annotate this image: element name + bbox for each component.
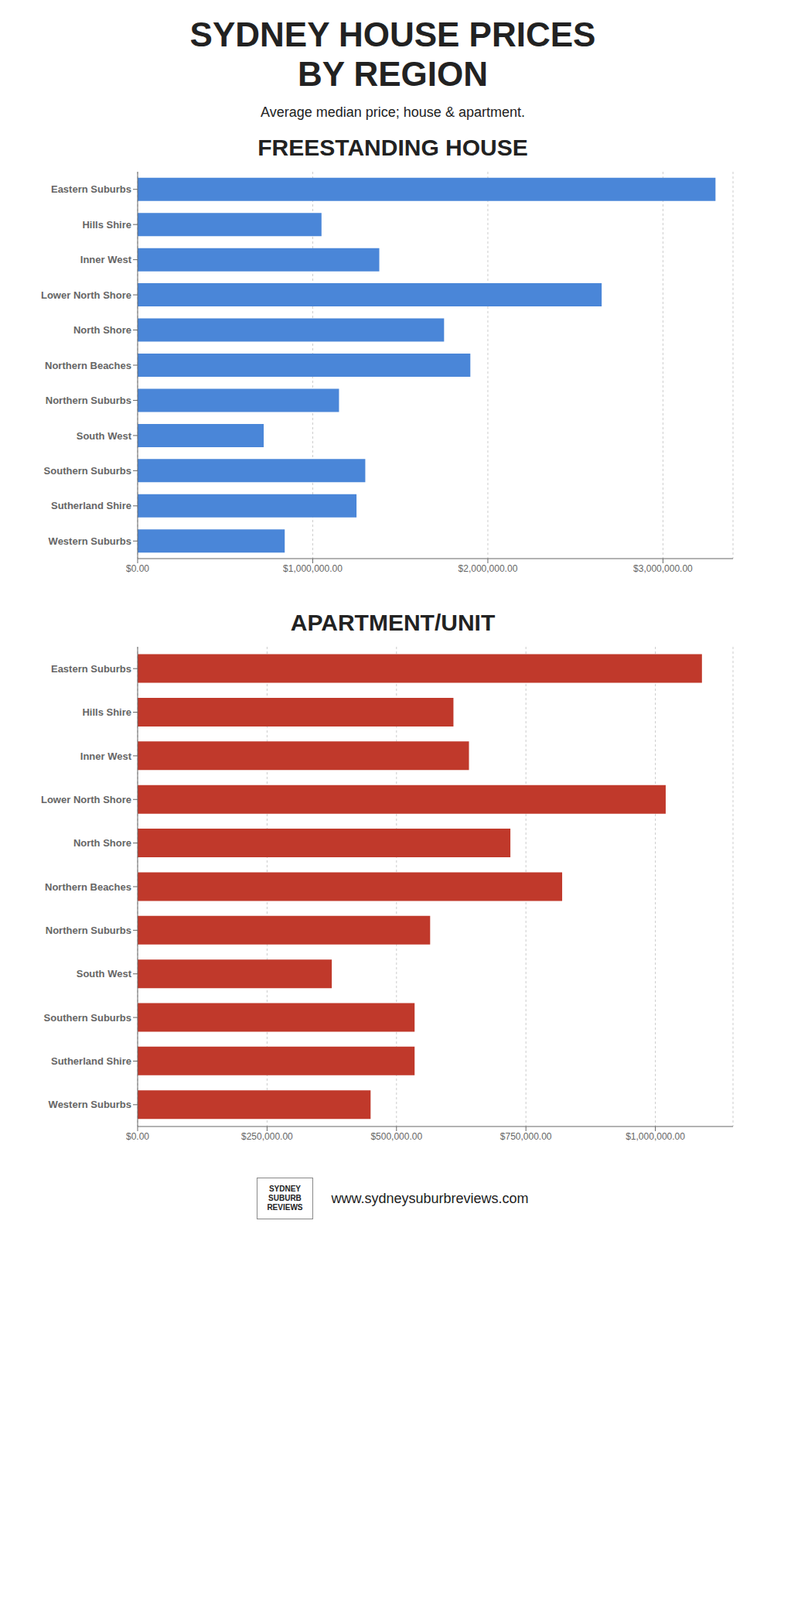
svg-text:Sutherland Shire: Sutherland Shire [51,500,132,512]
svg-text:Northern Suburbs: Northern Suburbs [45,394,132,406]
html-text:Average median price; house &: Average median price; house & apartment. [260,104,525,121]
svg-text:Northern Beaches: Northern Beaches [44,880,132,893]
svg-text:$250,000.00: $250,000.00 [241,1130,294,1142]
html-text:FREESTANDING HOUSE: FREESTANDING HOUSE [257,134,528,161]
svg-text:Inner West: Inner West [80,253,133,266]
html-text:SYDNEY SUBURB REVIEWS: SYDNEY SUBURB REVIEWS [267,1183,303,1212]
svg-text:Eastern Suburbs: Eastern Suburbs [51,184,132,196]
svg-text:Sutherland Shire: Sutherland Shire [51,1054,132,1067]
svg-text:North Shore: North Shore [73,836,132,849]
svg-text:Western Suburbs: Western Suburbs [48,1098,132,1111]
svg-text:Southern Suburbs: Southern Suburbs [44,464,132,477]
svg-text:Lower North Shore: Lower North Shore [40,289,132,301]
svg-text:South West: South West [76,429,133,442]
svg-text:$750,000.00: $750,000.00 [500,1130,553,1142]
svg-text:South West: South West [76,968,133,980]
svg-text:$500,000.00: $500,000.00 [370,1130,423,1142]
svg-text:Western Suburbs: Western Suburbs [48,535,132,547]
svg-text:Hills Shire: Hills Shire [81,705,132,718]
svg-text:Eastern Suburbs: Eastern Suburbs [51,662,132,675]
svg-text:Northern Suburbs: Northern Suburbs [45,923,132,936]
svg-text:$0.00: $0.00 [126,1130,150,1142]
svg-text:Hills Shire: Hills Shire [81,218,132,231]
svg-text:$3,000,000.00: $3,000,000.00 [633,562,693,574]
svg-text:Southern Suburbs: Southern Suburbs [44,1011,132,1023]
svg-text:$1,000,000.00: $1,000,000.00 [625,1130,686,1142]
html-text:SYDNEY HOUSE PRICES BY REGION: SYDNEY HOUSE PRICES BY REGION [189,15,596,93]
svg-text:$2,000,000.00: $2,000,000.00 [458,562,519,574]
svg-text:Northern Beaches: Northern Beaches [44,359,132,372]
svg-text:$0.00: $0.00 [126,562,150,574]
html-text:APARTMENT/UNIT: APARTMENT/UNIT [290,609,496,635]
svg-text:$1,000,000.00: $1,000,000.00 [282,562,343,574]
svg-text:Lower North Shore: Lower North Shore [40,793,132,805]
svg-text:Inner West: Inner West [80,750,133,762]
svg-text:North Shore: North Shore [73,323,132,336]
html-text:www.sydneysuburbreviews.com: www.sydneysuburbreviews.com [331,1189,529,1206]
